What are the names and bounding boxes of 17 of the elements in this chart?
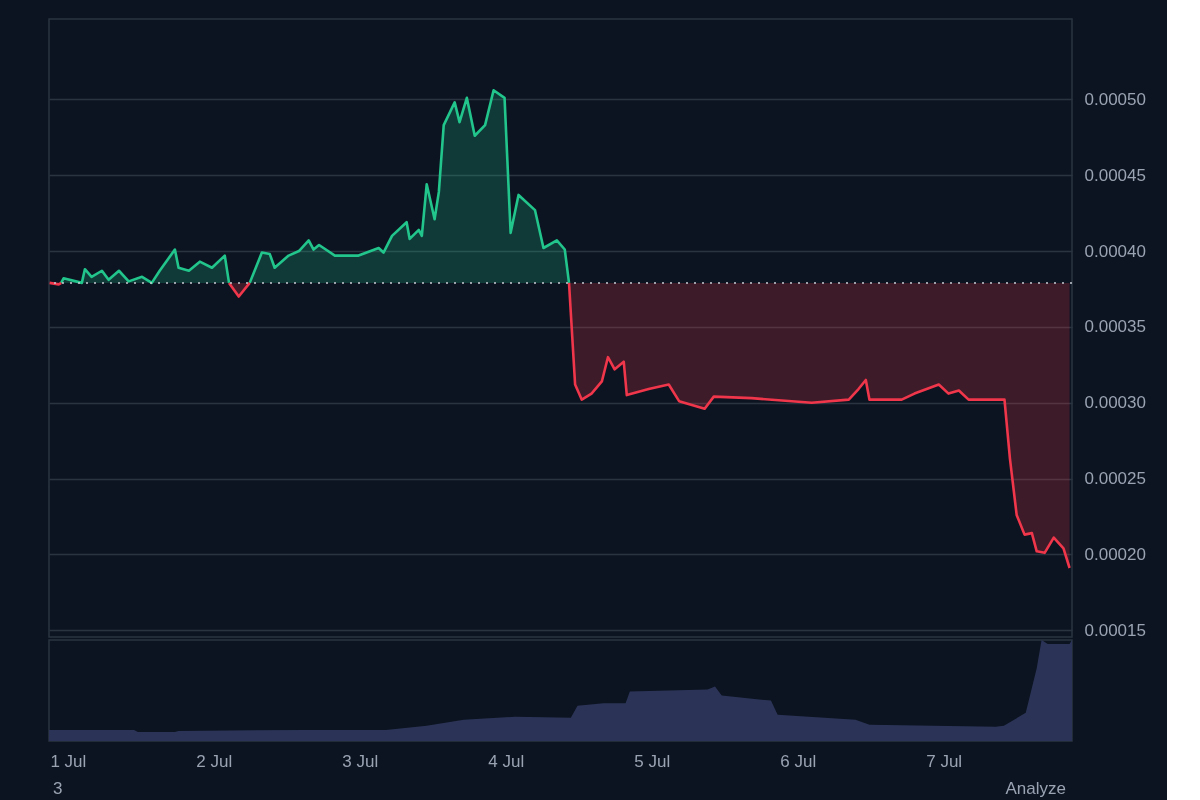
y-tick-label: 0.00045: [1084, 165, 1146, 185]
y-tick-label: 0.00050: [1084, 89, 1146, 109]
y-tick-label: 0.00025: [1084, 469, 1146, 489]
x-tick-label: 6 Jul: [780, 751, 817, 771]
x-tick-label: 4 Jul: [488, 751, 525, 771]
y-tick-label: 0.00040: [1084, 241, 1146, 261]
y-tick-label: 0.00035: [1084, 317, 1146, 337]
text: 3: [53, 779, 63, 798]
x-tick-label: 5 Jul: [634, 751, 671, 771]
x-tick-label: 3 Jul: [342, 751, 379, 771]
text: Analyze: [1005, 779, 1066, 798]
x-tick-label: 7 Jul: [926, 751, 963, 771]
x-tick-label: 1 Jul: [50, 751, 87, 771]
y-tick-label: 0.00030: [1084, 393, 1146, 413]
x-tick-label: 2 Jul: [196, 751, 233, 771]
y-tick-label: 0.00015: [1084, 620, 1146, 640]
y-tick-label: 0.00020: [1084, 544, 1146, 564]
